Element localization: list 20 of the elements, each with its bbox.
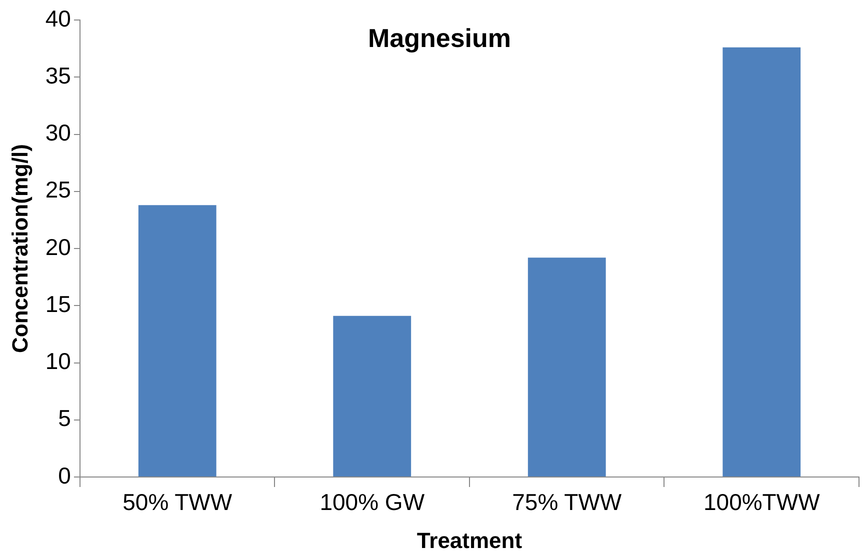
x-tick-label: 100%TWW — [703, 489, 820, 516]
bar — [333, 316, 412, 476]
y-tick-label: 20 — [45, 234, 71, 260]
y-axis-title: Concentration(mg/l) — [7, 144, 32, 353]
x-tick-label: 100% GW — [320, 489, 425, 516]
y-tick-label: 15 — [45, 290, 71, 317]
y-tick-label: 35 — [45, 62, 71, 88]
x-axis-title: Treatment — [416, 528, 523, 553]
y-tick-label: 0 — [58, 462, 71, 488]
bar — [138, 205, 216, 476]
x-tick-label: 50% TWW — [122, 489, 232, 516]
bar — [722, 47, 801, 476]
y-tick-label: 10 — [45, 348, 71, 374]
bar — [528, 258, 606, 476]
chart-title: Magnesium — [368, 23, 512, 54]
x-tick-label: 75% TWW — [512, 489, 622, 516]
y-tick-label: 40 — [45, 5, 71, 32]
y-tick-label: 5 — [58, 405, 71, 432]
y-tick-label: 25 — [45, 176, 71, 203]
y-tick-label: 30 — [45, 120, 71, 146]
